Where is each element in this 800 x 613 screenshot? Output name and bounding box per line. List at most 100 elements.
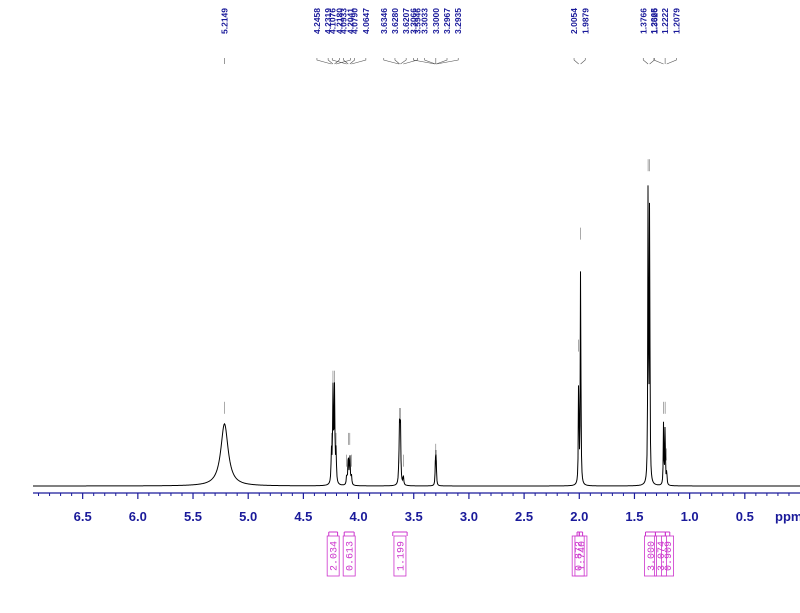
- x-axis-tick-label: 4.0: [350, 509, 368, 524]
- peak-label: 3.3033: [420, 8, 436, 463]
- peak-leader-line: [400, 58, 407, 65]
- integral-region: 1.740: [574, 531, 588, 577]
- integral-value-box: [342, 535, 356, 577]
- peak-label: 3.6346: [379, 8, 400, 464]
- peak-value-label: 4.0790: [350, 8, 360, 34]
- peak-value-label: 1.3626: [649, 8, 659, 34]
- integral-value-label: 3.074: [657, 541, 668, 571]
- peak-label: 3.2935: [436, 8, 463, 473]
- peak-leader-line: [653, 58, 664, 65]
- peak-label: 5.2149: [219, 8, 229, 414]
- peak-leader-line: [394, 58, 400, 65]
- peak-leader-line: [316, 58, 332, 65]
- peak-value-label: 3.6346: [379, 8, 389, 34]
- integral-value-box: [661, 535, 674, 577]
- spectrum-trace: [33, 185, 800, 487]
- x-axis-tick-label: 4.5: [294, 509, 312, 524]
- peak-leader-line: [331, 58, 347, 65]
- x-axis-unit-label: ppm: [775, 509, 800, 524]
- peak-label: 4.0933: [338, 8, 349, 445]
- x-axis-tick-label: 6.5: [74, 509, 92, 524]
- peak-value-label: 4.2180: [334, 8, 344, 34]
- peak-leader-line: [580, 58, 586, 65]
- peak-value-label: 1.9879: [580, 8, 590, 34]
- integral-value-label: 2.034: [330, 541, 341, 571]
- peak-value-label: 3.3000: [431, 8, 441, 34]
- peak-leader-line: [343, 58, 349, 65]
- peak-leader-line: [413, 58, 436, 65]
- peak-leader-line: [573, 58, 579, 65]
- peak-leader-line: [327, 58, 334, 65]
- peak-value-label: 1.2079: [671, 8, 681, 34]
- x-axis-tick-label: 3.0: [460, 509, 478, 524]
- integral-region: 2.034: [326, 531, 341, 577]
- peak-leader-line: [383, 58, 399, 65]
- peak-label: 1.2079: [666, 8, 681, 461]
- peak-label: 2.0054: [569, 8, 579, 352]
- peak-value-label: 1.2222: [660, 8, 670, 34]
- peak-label: 4.2180: [334, 8, 344, 383]
- integral-value-label: 3.000: [647, 541, 658, 571]
- peak-label-group: 5.2149 4.2458 4.2319 4.2180 4.2041 4.1076 4.09…: [219, 8, 681, 473]
- peak-leader-line: [424, 58, 436, 65]
- integral-value-box: [326, 535, 340, 577]
- integral-value-label: 0.872: [575, 541, 586, 571]
- peak-value-label: 4.2319: [323, 8, 333, 34]
- peak-label: 1.2365: [649, 8, 664, 414]
- peak-value-label: 1.2365: [649, 8, 659, 34]
- peak-label: 4.1076: [327, 8, 347, 467]
- peak-label: 4.2319: [323, 8, 334, 383]
- peak-leader-line: [436, 58, 459, 65]
- x-axis-tick-label: 2.0: [570, 509, 588, 524]
- x-axis: 6.5 6.0 5.5 5.0 4.5 4.0 3.5 3.0 2.5 2.0 1.5 1.0 0.5: [33, 492, 800, 524]
- spectrum-group: [33, 185, 800, 487]
- peak-label: 1.3766: [638, 8, 649, 172]
- integral-region: 0.613: [342, 531, 357, 577]
- peak-leader-line: [349, 58, 355, 65]
- peak-leader-line: [666, 58, 677, 65]
- peak-label: 4.0647: [351, 8, 371, 467]
- peak-value-label: 4.2041: [346, 8, 356, 34]
- peak-value-label: 3.2967: [442, 8, 452, 34]
- integral-value-label: 0.909: [664, 541, 675, 571]
- peak-leader-line: [334, 58, 340, 65]
- x-axis-tick-label: 2.5: [515, 509, 533, 524]
- integral-value-box: [393, 535, 407, 577]
- peak-leader-line: [403, 58, 418, 65]
- x-axis-tick-label: 1.0: [681, 509, 699, 524]
- peak-value-label: 2.0054: [569, 8, 579, 34]
- peak-value-label: 3.5946: [412, 8, 422, 34]
- integral-value-label: 1.740: [577, 541, 588, 571]
- peak-label: 3.5946: [403, 8, 422, 467]
- x-axis-tick-label: 6.0: [129, 509, 147, 524]
- integral-region: 3.000: [644, 531, 658, 577]
- peak-value-label: 1.3766: [638, 8, 648, 34]
- peak-label: 3.2967: [435, 8, 452, 463]
- integral-value-box: [644, 535, 657, 577]
- peak-label: 1.9879: [580, 8, 590, 240]
- peak-value-label: 4.0647: [361, 8, 371, 34]
- x-axis-tick-label: 5.0: [239, 509, 257, 524]
- integral-value-box: [574, 535, 588, 577]
- peak-value-label: 5.2149: [219, 8, 229, 34]
- integral-value-box: [653, 535, 667, 577]
- integral-region: 1.199: [392, 531, 408, 577]
- x-axis-tick-label: 0.5: [736, 509, 754, 524]
- peak-label: 3.3066: [408, 8, 436, 473]
- peak-leader-line: [642, 58, 649, 65]
- peak-label: 4.2041: [335, 8, 356, 445]
- peak-label: 3.3000: [431, 8, 441, 456]
- x-axis-tick-label: 5.5: [184, 509, 202, 524]
- peak-label: 1.2222: [660, 8, 670, 414]
- peak-value-label: 4.2458: [312, 8, 322, 34]
- peak-label: 3.6207: [400, 8, 411, 421]
- peak-leader-line: [436, 58, 448, 65]
- peak-value-label: 4.1076: [327, 8, 337, 34]
- peak-value-label: 3.3033: [420, 8, 430, 34]
- integral-value-label: 0.613: [346, 541, 357, 571]
- integral-value-label: 1.199: [396, 541, 407, 571]
- peak-label: 3.6280: [390, 8, 400, 421]
- peak-leader-line: [351, 58, 367, 65]
